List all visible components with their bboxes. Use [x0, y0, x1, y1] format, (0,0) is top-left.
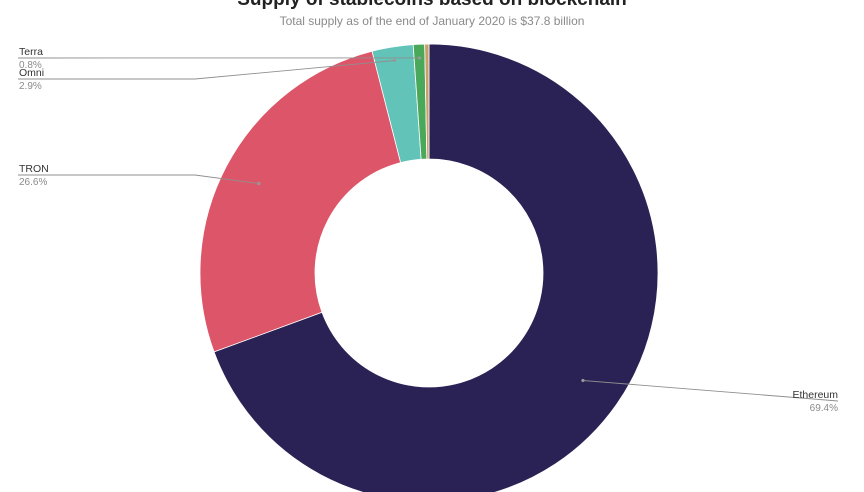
slice-name-ethereum: Ethereum [792, 389, 838, 401]
slice-value-omni: 2.9% [19, 81, 42, 92]
chart-subtitle: Total supply as of the end of January 20… [279, 14, 585, 28]
slice-value-terra: 0.8% [19, 60, 42, 71]
labels-layer: Ethereum 69.4% TRON 26.6% Omni 2.9% Terra 0.8% [17, 46, 839, 414]
chart-title: Supply of stablecoins based on blockchai… [0, 0, 864, 11]
slice-segment-4 [424, 43, 430, 160]
leader-line-omni [18, 60, 395, 80]
slice-label-omni: Omni 2.9% [18, 58, 397, 92]
slice-name-omni: Omni [19, 67, 44, 79]
leader-line-tron [18, 174, 259, 184]
slice-name-terra: Terra [19, 46, 43, 58]
slice-value-ethereum: 69.4% [810, 403, 838, 414]
slice-name-tron: TRON [19, 163, 49, 175]
slice-label-ethereum: Ethereum 69.4% [581, 378, 839, 414]
slice-ethereum [213, 43, 659, 492]
slice-label-terra: Terra 0.8% [17, 46, 422, 71]
slices-layer [199, 43, 659, 492]
slice-tron [199, 50, 402, 353]
slice-label-tron: TRON 26.6% [18, 163, 261, 188]
leader-line-ethereum [582, 380, 839, 402]
slice-value-tron: 26.6% [19, 177, 47, 188]
